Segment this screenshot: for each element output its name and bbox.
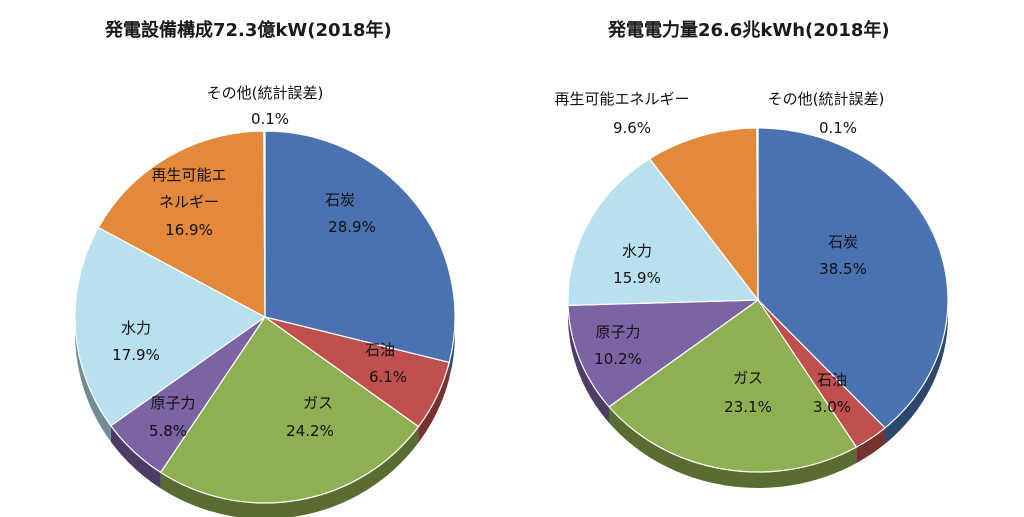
pie2-value-coal: 38.5% (819, 260, 867, 278)
pie2-label-coal: 石炭 (828, 233, 858, 251)
pie1-label-renewable: 再生可能エ (151, 166, 226, 184)
pie2-value-nuclear: 10.2% (594, 350, 642, 368)
pie2-label-gas: ガス (733, 369, 763, 387)
pie2-slice-hydro (567, 157, 760, 306)
pie1-value-coal: 28.9% (328, 218, 376, 236)
pie1-value-gas: 24.2% (286, 422, 334, 440)
pie1-slice-renewable (97, 130, 266, 319)
pie1-slice-gas (159, 316, 420, 504)
pie1-label-gas: ガス (303, 394, 333, 412)
pie1-slice-other (263, 130, 266, 318)
pie2-side-coal (885, 300, 948, 444)
pie-chart-2: 石炭 38.5% 石油 3.0% ガス 23.1% 原子力 10.2% 水力 15.9% 再生可能エ… (554, 90, 949, 489)
pie1-label-oil: 石油 (365, 341, 395, 359)
pie2-label-oil: 石油 (817, 371, 847, 389)
pie1-label-coal: 石炭 (325, 191, 355, 209)
chart-title-generation: 発電電力量26.6兆kWh(2018年) (608, 20, 890, 41)
pie1-label-other: その他(統計誤差) (207, 84, 324, 102)
pie2-value-oil: 3.0% (813, 398, 851, 416)
chart-title-capacity: 発電設備構成72.3億kW(2018年) (105, 20, 392, 41)
pie1-value-other: 0.1% (251, 110, 289, 128)
pie2-slice-other (756, 127, 759, 301)
pie2-slice-renewable (648, 127, 759, 302)
pie2-value-gas: 23.1% (724, 398, 772, 416)
pie1-slice-coal (264, 130, 456, 364)
pie2-value-renewable: 9.6% (613, 119, 651, 137)
pie1-value-hydro: 17.9% (112, 346, 160, 364)
pie2-value-hydro: 15.9% (613, 269, 661, 287)
pie-chart-1: 石炭 28.9% 石油 6.1% ガス 24.2% 原子力 5.8% 水力 17.9% 再生可能エネ… (74, 84, 456, 517)
pie1-side-hydro (75, 317, 111, 442)
pie2-side-nuclear (568, 305, 610, 423)
pie2-value-other: 0.1% (819, 119, 857, 137)
pie1-side-gas (160, 426, 419, 517)
pie1-value-renewable: 16.9% (165, 221, 213, 239)
pie1-label-hydro: 水力 (121, 319, 151, 337)
pie1-side-coal (449, 317, 456, 379)
pie2-label-nuclear: 原子力 (595, 323, 640, 341)
pie1-value-oil: 6.1% (369, 368, 407, 386)
pie2-slice-nuclear (567, 299, 760, 408)
pie2-side-oil (856, 427, 886, 464)
pie2-slice-gas (608, 299, 858, 473)
pie2-side-gas (609, 406, 857, 489)
pie1-label-nuclear: 原子力 (150, 394, 195, 412)
pie2-label-hydro: 水力 (622, 242, 652, 260)
pie1-slice-hydro (74, 226, 267, 427)
pie2-slice-coal (757, 127, 949, 429)
pie2-label-renewable: 再生可能エネルギー (554, 90, 689, 108)
pie1-value-nuclear: 5.8% (149, 422, 187, 440)
pie1-label-renewable-line2: ネルギー (159, 193, 219, 211)
pie2-label-other: その他(統計誤差) (768, 90, 885, 108)
